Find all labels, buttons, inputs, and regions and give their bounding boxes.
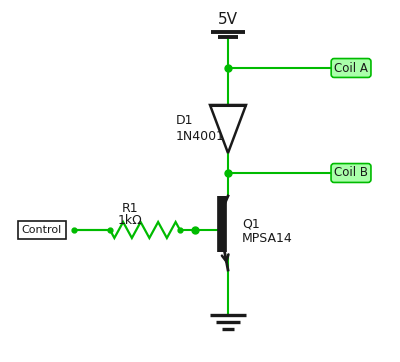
Text: 1N4001: 1N4001 xyxy=(176,130,225,143)
Text: Coil A: Coil A xyxy=(334,62,368,75)
Text: Control: Control xyxy=(22,225,62,235)
Text: 5V: 5V xyxy=(218,12,238,27)
Text: D1: D1 xyxy=(176,114,194,127)
Text: Q1: Q1 xyxy=(242,218,260,231)
Text: R1: R1 xyxy=(122,202,138,215)
Text: Coil B: Coil B xyxy=(334,167,368,180)
Text: MPSA14: MPSA14 xyxy=(242,232,293,245)
Text: 1kΩ: 1kΩ xyxy=(118,214,142,227)
